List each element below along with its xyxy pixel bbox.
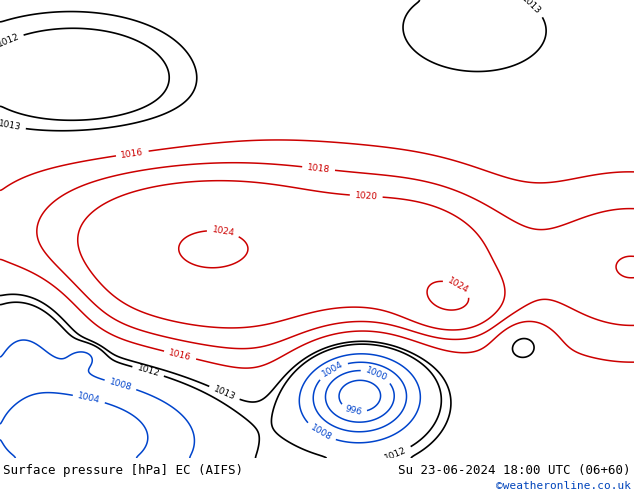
Text: ©weatheronline.co.uk: ©weatheronline.co.uk <box>496 481 631 490</box>
Text: 1024: 1024 <box>446 276 470 295</box>
Text: 1016: 1016 <box>120 147 145 160</box>
Text: 1018: 1018 <box>307 163 330 174</box>
Text: 1004: 1004 <box>320 360 345 379</box>
Text: 1012: 1012 <box>136 364 160 379</box>
Text: 1004: 1004 <box>77 392 101 406</box>
Text: 1024: 1024 <box>211 225 235 238</box>
Text: 1013: 1013 <box>0 120 22 132</box>
Text: 996: 996 <box>344 405 363 417</box>
Text: 1000: 1000 <box>365 365 389 382</box>
Text: 1020: 1020 <box>354 191 378 201</box>
Text: 1013: 1013 <box>212 384 236 402</box>
Text: 1016: 1016 <box>168 348 192 362</box>
Text: 1012: 1012 <box>0 32 20 49</box>
Text: Su 23-06-2024 18:00 UTC (06+60): Su 23-06-2024 18:00 UTC (06+60) <box>398 464 631 477</box>
Text: 1012: 1012 <box>384 445 408 463</box>
Text: 1013: 1013 <box>520 0 543 16</box>
Text: 1008: 1008 <box>309 423 333 443</box>
Text: Surface pressure [hPa] EC (AIFS): Surface pressure [hPa] EC (AIFS) <box>3 464 243 477</box>
Text: 1008: 1008 <box>108 377 133 392</box>
